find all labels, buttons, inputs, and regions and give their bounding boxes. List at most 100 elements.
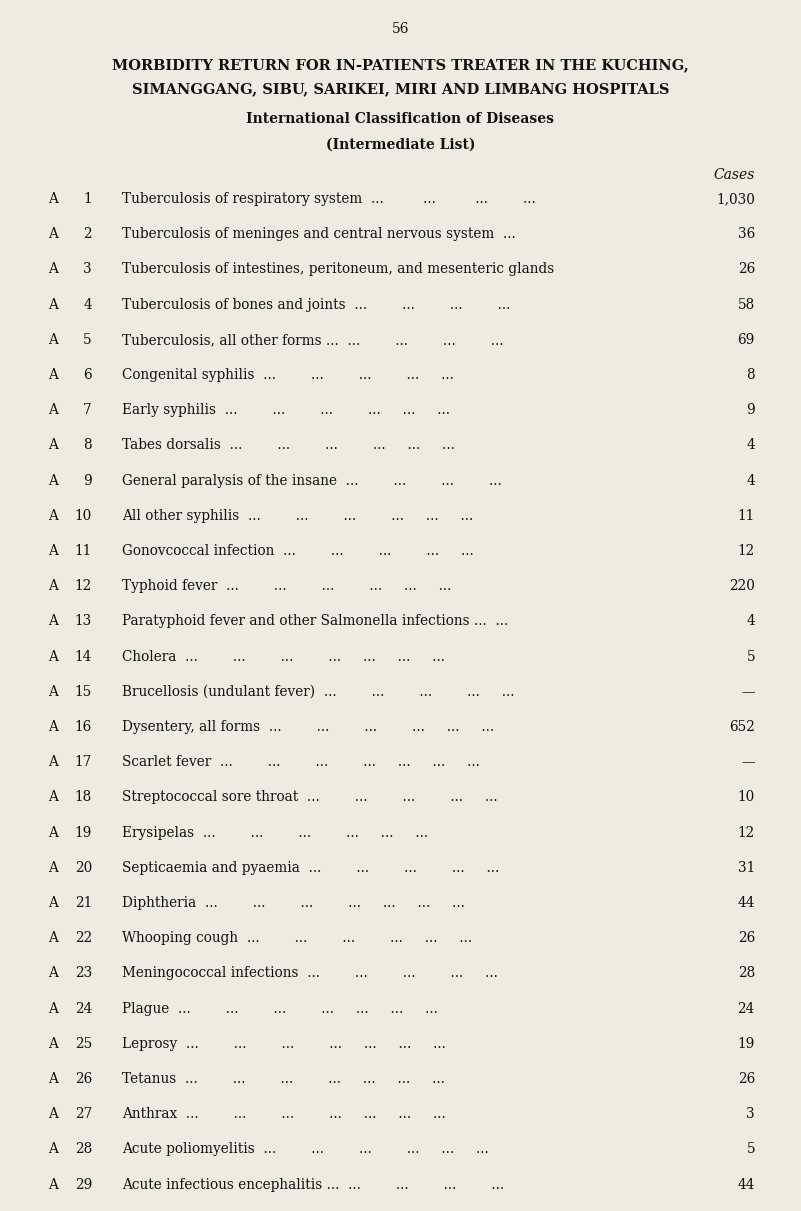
Text: A: A: [48, 1001, 58, 1016]
Text: 12: 12: [74, 579, 92, 593]
Text: 11: 11: [74, 544, 92, 558]
Text: 14: 14: [74, 649, 92, 664]
Text: Typhoid fever  ...        ...        ...        ...     ...     ...: Typhoid fever ... ... ... ... ... ...: [122, 579, 452, 593]
Text: 18: 18: [74, 791, 92, 804]
Text: 26: 26: [738, 1072, 755, 1086]
Text: 27: 27: [74, 1107, 92, 1121]
Text: 11: 11: [738, 509, 755, 523]
Text: Erysipelas  ...        ...        ...        ...     ...     ...: Erysipelas ... ... ... ... ... ...: [122, 826, 428, 839]
Text: 3: 3: [83, 263, 92, 276]
Text: A: A: [48, 1072, 58, 1086]
Text: Acute poliomyelitis  ...        ...        ...        ...     ...     ...: Acute poliomyelitis ... ... ... ... ... …: [122, 1142, 489, 1157]
Text: 220: 220: [729, 579, 755, 593]
Text: Congenital syphilis  ...        ...        ...        ...     ...: Congenital syphilis ... ... ... ... ...: [122, 368, 454, 381]
Text: 12: 12: [738, 826, 755, 839]
Text: A: A: [48, 403, 58, 418]
Text: 2: 2: [83, 228, 92, 241]
Text: Cases: Cases: [714, 168, 755, 182]
Text: A: A: [48, 649, 58, 664]
Text: 13: 13: [74, 614, 92, 629]
Text: 69: 69: [738, 333, 755, 346]
Text: A: A: [48, 333, 58, 346]
Text: 10: 10: [74, 509, 92, 523]
Text: General paralysis of the insane  ...        ...        ...        ...: General paralysis of the insane ... ... …: [122, 474, 501, 488]
Text: Leprosy  ...        ...        ...        ...     ...     ...     ...: Leprosy ... ... ... ... ... ... ...: [122, 1037, 446, 1051]
Text: 4: 4: [747, 614, 755, 629]
Text: 58: 58: [738, 298, 755, 311]
Text: 24: 24: [74, 1001, 92, 1016]
Text: 1: 1: [83, 193, 92, 206]
Text: A: A: [48, 1037, 58, 1051]
Text: A: A: [48, 474, 58, 488]
Text: A: A: [48, 193, 58, 206]
Text: Brucellosis (undulant fever)  ...        ...        ...        ...     ...: Brucellosis (undulant fever) ... ... ...…: [122, 684, 514, 699]
Text: 44: 44: [738, 896, 755, 909]
Text: 1,030: 1,030: [716, 193, 755, 206]
Text: A: A: [48, 931, 58, 946]
Text: —: —: [742, 684, 755, 699]
Text: Paratyphoid fever and other Salmonella infections ...  ...: Paratyphoid fever and other Salmonella i…: [122, 614, 509, 629]
Text: A: A: [48, 1142, 58, 1157]
Text: 17: 17: [74, 756, 92, 769]
Text: 19: 19: [74, 826, 92, 839]
Text: 21: 21: [74, 896, 92, 909]
Text: 26: 26: [74, 1072, 92, 1086]
Text: Dysentery, all forms  ...        ...        ...        ...     ...     ...: Dysentery, all forms ... ... ... ... ...…: [122, 721, 494, 734]
Text: Acute infectious encephalitis ...  ...        ...        ...        ...: Acute infectious encephalitis ... ... ..…: [122, 1177, 504, 1192]
Text: 5: 5: [747, 649, 755, 664]
Text: A: A: [48, 544, 58, 558]
Text: (Intermediate List): (Intermediate List): [326, 138, 475, 153]
Text: 56: 56: [392, 22, 409, 36]
Text: 20: 20: [74, 861, 92, 874]
Text: A: A: [48, 861, 58, 874]
Text: 22: 22: [74, 931, 92, 946]
Text: Scarlet fever  ...        ...        ...        ...     ...     ...     ...: Scarlet fever ... ... ... ... ... ... ..…: [122, 756, 480, 769]
Text: Meningococcal infections  ...        ...        ...        ...     ...: Meningococcal infections ... ... ... ...…: [122, 966, 498, 981]
Text: 8: 8: [747, 368, 755, 381]
Text: 4: 4: [747, 474, 755, 488]
Text: 4: 4: [83, 298, 92, 311]
Text: 24: 24: [738, 1001, 755, 1016]
Text: Tuberculosis of respiratory system  ...         ...         ...        ...: Tuberculosis of respiratory system ... .…: [122, 193, 536, 206]
Text: A: A: [48, 298, 58, 311]
Text: A: A: [48, 756, 58, 769]
Text: A: A: [48, 896, 58, 909]
Text: A: A: [48, 368, 58, 381]
Text: Cholera  ...        ...        ...        ...     ...     ...     ...: Cholera ... ... ... ... ... ... ...: [122, 649, 445, 664]
Text: 4: 4: [747, 438, 755, 453]
Text: 652: 652: [729, 721, 755, 734]
Text: A: A: [48, 579, 58, 593]
Text: Tuberculosis, all other forms ...  ...        ...        ...        ...: Tuberculosis, all other forms ... ... ..…: [122, 333, 504, 346]
Text: Gonovcoccal infection  ...        ...        ...        ...     ...: Gonovcoccal infection ... ... ... ... ..…: [122, 544, 473, 558]
Text: A: A: [48, 614, 58, 629]
Text: Tuberculosis of bones and joints  ...        ...        ...        ...: Tuberculosis of bones and joints ... ...…: [122, 298, 510, 311]
Text: 25: 25: [74, 1037, 92, 1051]
Text: All other syphilis  ...        ...        ...        ...     ...     ...: All other syphilis ... ... ... ... ... .…: [122, 509, 473, 523]
Text: Diphtheria  ...        ...        ...        ...     ...     ...     ...: Diphtheria ... ... ... ... ... ... ...: [122, 896, 465, 909]
Text: 36: 36: [738, 228, 755, 241]
Text: 16: 16: [74, 721, 92, 734]
Text: A: A: [48, 438, 58, 453]
Text: A: A: [48, 263, 58, 276]
Text: 8: 8: [83, 438, 92, 453]
Text: A: A: [48, 826, 58, 839]
Text: 23: 23: [74, 966, 92, 981]
Text: 19: 19: [738, 1037, 755, 1051]
Text: Tuberculosis of meninges and central nervous system  ...: Tuberculosis of meninges and central ner…: [122, 228, 516, 241]
Text: Early syphilis  ...        ...        ...        ...     ...     ...: Early syphilis ... ... ... ... ... ...: [122, 403, 450, 418]
Text: A: A: [48, 684, 58, 699]
Text: 31: 31: [738, 861, 755, 874]
Text: 5: 5: [747, 1142, 755, 1157]
Text: Plague  ...        ...        ...        ...     ...     ...     ...: Plague ... ... ... ... ... ... ...: [122, 1001, 438, 1016]
Text: 26: 26: [738, 263, 755, 276]
Text: 29: 29: [74, 1177, 92, 1192]
Text: Whooping cough  ...        ...        ...        ...     ...     ...: Whooping cough ... ... ... ... ... ...: [122, 931, 472, 946]
Text: A: A: [48, 1177, 58, 1192]
Text: 3: 3: [747, 1107, 755, 1121]
Text: Tuberculosis of intestines, peritoneum, and mesenteric glands: Tuberculosis of intestines, peritoneum, …: [122, 263, 554, 276]
Text: 26: 26: [738, 931, 755, 946]
Text: A: A: [48, 721, 58, 734]
Text: A: A: [48, 966, 58, 981]
Text: SIMANGGANG, SIBU, SARIKEI, MIRI AND LIMBANG HOSPITALS: SIMANGGANG, SIBU, SARIKEI, MIRI AND LIMB…: [131, 82, 670, 96]
Text: Streptococcal sore throat  ...        ...        ...        ...     ...: Streptococcal sore throat ... ... ... ..…: [122, 791, 497, 804]
